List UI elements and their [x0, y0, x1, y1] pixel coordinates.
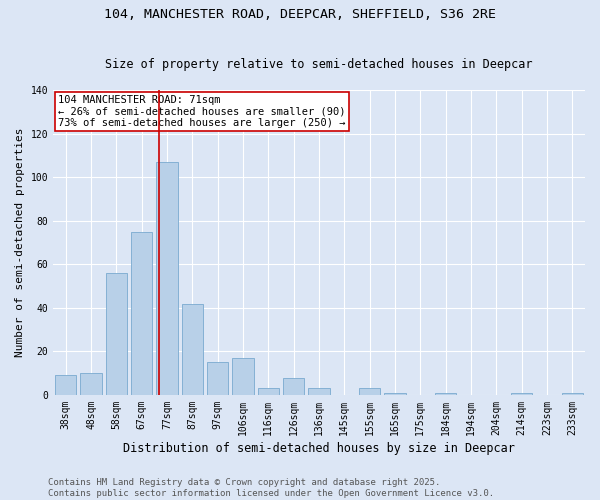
Bar: [562, 393, 583, 395]
Text: 104, MANCHESTER ROAD, DEEPCAR, SHEFFIELD, S36 2RE: 104, MANCHESTER ROAD, DEEPCAR, SHEFFIELD…: [104, 8, 496, 20]
Y-axis label: Number of semi-detached properties: Number of semi-detached properties: [15, 128, 25, 358]
Bar: [257, 388, 279, 395]
Bar: [55, 376, 76, 395]
Bar: [435, 393, 457, 395]
Bar: [308, 388, 330, 395]
Bar: [156, 162, 178, 395]
Bar: [106, 273, 127, 395]
Bar: [131, 232, 152, 395]
Title: Size of property relative to semi-detached houses in Deepcar: Size of property relative to semi-detach…: [105, 58, 533, 71]
Text: Contains HM Land Registry data © Crown copyright and database right 2025.
Contai: Contains HM Land Registry data © Crown c…: [48, 478, 494, 498]
Bar: [384, 393, 406, 395]
Bar: [232, 358, 254, 395]
Bar: [80, 373, 102, 395]
Bar: [283, 378, 304, 395]
Bar: [359, 388, 380, 395]
X-axis label: Distribution of semi-detached houses by size in Deepcar: Distribution of semi-detached houses by …: [123, 442, 515, 455]
Bar: [511, 393, 532, 395]
Bar: [207, 362, 229, 395]
Text: 104 MANCHESTER ROAD: 71sqm
← 26% of semi-detached houses are smaller (90)
73% of: 104 MANCHESTER ROAD: 71sqm ← 26% of semi…: [58, 95, 346, 128]
Bar: [182, 304, 203, 395]
